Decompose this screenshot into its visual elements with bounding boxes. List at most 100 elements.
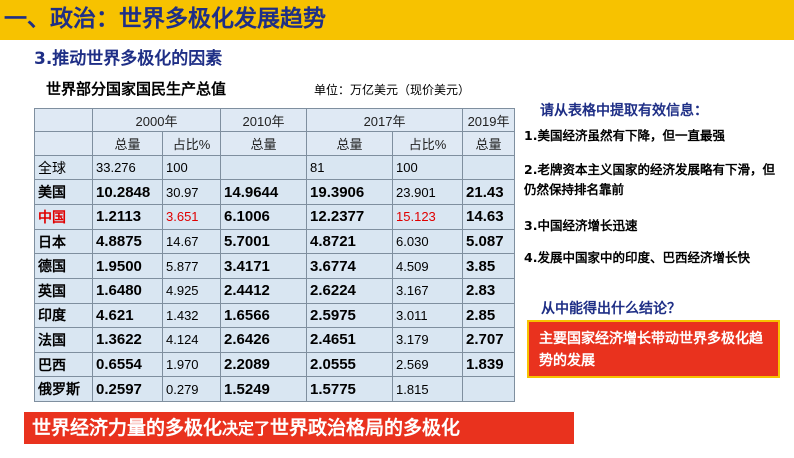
total-cell: 3.6774 — [306, 253, 394, 279]
total-cell: 4.621 — [92, 302, 163, 329]
share-cell: 4.509 — [392, 253, 464, 279]
total-cell: 10.2848 — [92, 179, 163, 206]
total-cell: 2.4651 — [306, 327, 394, 353]
summary-text: 世界经济力量的多极化决定了世界政治格局的多极化 — [32, 414, 460, 443]
total-cell: 1.839 — [462, 351, 516, 378]
total-cell: 2.4412 — [220, 277, 308, 304]
total-cell: 3.4171 — [220, 253, 308, 279]
conclusion-box: 主要国家经济增长带动世界多极化趋势的发展 — [527, 320, 780, 378]
total-cell: 4.8875 — [92, 228, 163, 255]
share-cell: 100 — [392, 154, 464, 181]
total-cell: 19.3906 — [306, 179, 394, 206]
country-cell: 德国 — [34, 253, 93, 279]
total-cell: 2.707 — [462, 327, 516, 353]
total-cell: 3.85 — [462, 253, 516, 279]
table-unit-note: 单位：万亿美元（现价美元） — [314, 83, 471, 97]
subheader-total: 总量 — [220, 131, 308, 156]
total-cell: 4.8721 — [306, 228, 394, 255]
gdp-table: 2000年 2010年 2017年 2019年 总量 占比% 总量 总量 占比%… — [34, 107, 516, 402]
total-cell: 1.2113 — [92, 204, 163, 230]
table-row: 英国 1.6480 4.925 2.4412 2.6224 3.167 2.83 — [34, 277, 516, 304]
page-title: 一、政治：世界多极化发展趋势 — [4, 6, 326, 32]
share-cell: 4.925 — [161, 277, 222, 304]
summary-part-1: 世界经济力量的多极化 — [32, 417, 223, 439]
total-cell: 14.63 — [462, 204, 516, 230]
share-cell: 100 — [161, 154, 222, 181]
total-cell — [462, 154, 516, 181]
total-cell: 33.276 — [92, 154, 163, 181]
country-cell: 俄罗斯 — [34, 376, 93, 402]
share-cell: 5.877 — [161, 253, 222, 279]
share-cell: 3.167 — [392, 277, 464, 304]
total-cell: 12.2377 — [306, 204, 394, 230]
country-cell: 印度 — [34, 302, 93, 329]
year-header-2000: 2000年 — [91, 107, 222, 133]
title-banner: 一、政治：世界多极化发展趋势 — [0, 0, 794, 40]
header-blank-cell — [34, 107, 93, 133]
table-row: 俄罗斯 0.2597 0.279 1.5249 1.5775 1.815 — [34, 376, 516, 402]
total-cell: 6.1006 — [220, 204, 308, 230]
total-cell: 2.2089 — [220, 351, 308, 378]
table-row: 德国 1.9500 5.877 3.4171 3.6774 4.509 3.85 — [34, 253, 516, 279]
total-cell: 2.83 — [462, 277, 516, 304]
country-cell: 日本 — [34, 228, 93, 255]
subheader-total: 总量 — [306, 131, 394, 156]
analysis-prompt: 请从表格中提取有效信息： — [540, 103, 708, 119]
analysis-point-4: 4.发展中国家中的印度、巴西经济增长快 — [524, 250, 750, 265]
share-cell: 3.651 — [161, 204, 222, 230]
country-cell: 美国 — [34, 179, 93, 206]
total-cell: 5.087 — [462, 228, 516, 255]
header-blank-cell — [34, 131, 93, 156]
share-cell: 0.279 — [161, 376, 222, 402]
total-cell: 1.5775 — [306, 376, 394, 402]
total-cell: 0.6554 — [92, 351, 163, 378]
country-cell: 巴西 — [34, 351, 93, 378]
gdp-table-container: 2000年 2010年 2017年 2019年 总量 占比% 总量 总量 占比%… — [34, 107, 516, 402]
country-cell: 英国 — [34, 277, 93, 304]
conclusion-question: 从中能得出什么结论？ — [541, 301, 681, 317]
section-subtitle: 3.推动世界多极化的因素 — [34, 49, 223, 69]
analysis-point-1: 1.美国经济虽然有下降，但一直最强 — [524, 128, 725, 143]
total-cell: 0.2597 — [92, 376, 163, 402]
analysis-point-3: 3.中国经济增长迅速 — [524, 218, 638, 233]
year-header-2010: 2010年 — [220, 107, 308, 133]
analysis-point-2: 2.老牌资本主义国家的经济发展略有下滑，但仍然保持排名靠前 — [524, 162, 775, 197]
share-cell: 2.569 — [392, 351, 464, 378]
country-cell: 中国 — [34, 204, 93, 230]
subheader-share: 占比% — [161, 131, 222, 156]
share-cell: 23.901 — [392, 179, 464, 206]
total-cell: 2.5975 — [306, 302, 394, 329]
share-cell: 1.815 — [392, 376, 464, 402]
subheader-share: 占比% — [392, 131, 464, 156]
total-cell: 2.6224 — [306, 277, 394, 304]
share-cell: 1.432 — [161, 302, 222, 329]
subheader-total: 总量 — [462, 131, 516, 156]
share-cell: 15.123 — [392, 204, 464, 230]
year-header-2019: 2019年 — [462, 107, 516, 133]
share-cell: 14.67 — [161, 228, 222, 255]
table-row: 法国 1.3622 4.124 2.6426 2.4651 3.179 2.707 — [34, 327, 516, 353]
total-cell: 21.43 — [462, 179, 516, 206]
table-row: 印度 4.621 1.432 1.6566 2.5975 3.011 2.85 — [34, 302, 516, 329]
table-year-header-row: 2000年 2010年 2017年 2019年 — [34, 107, 516, 133]
total-cell: 2.6426 — [220, 327, 308, 353]
total-cell: 2.0555 — [306, 351, 394, 378]
year-header-2017: 2017年 — [306, 107, 464, 133]
total-cell: 1.9500 — [92, 253, 163, 279]
total-cell: 1.3622 — [92, 327, 163, 353]
summary-bar: 世界经济力量的多极化决定了世界政治格局的多极化 — [24, 412, 574, 444]
table-title: 世界部分国家国民生产总值 — [46, 80, 227, 98]
total-cell: 1.6480 — [92, 277, 163, 304]
total-cell: 5.7001 — [220, 228, 308, 255]
total-cell — [220, 154, 308, 181]
total-cell: 1.6566 — [220, 302, 308, 329]
table-row: 美国 10.2848 30.97 14.9644 19.3906 23.901 21.43 — [34, 179, 516, 206]
total-cell: 14.9644 — [220, 179, 308, 206]
total-cell — [462, 376, 516, 402]
summary-part-2: 决定了 — [222, 419, 271, 438]
country-cell: 法国 — [34, 327, 93, 353]
total-cell: 81 — [306, 154, 394, 181]
conclusion-text: 主要国家经济增长带动世界多极化趋势的发展 — [539, 331, 763, 369]
share-cell: 30.97 — [161, 179, 222, 206]
subheader-total: 总量 — [92, 131, 163, 156]
